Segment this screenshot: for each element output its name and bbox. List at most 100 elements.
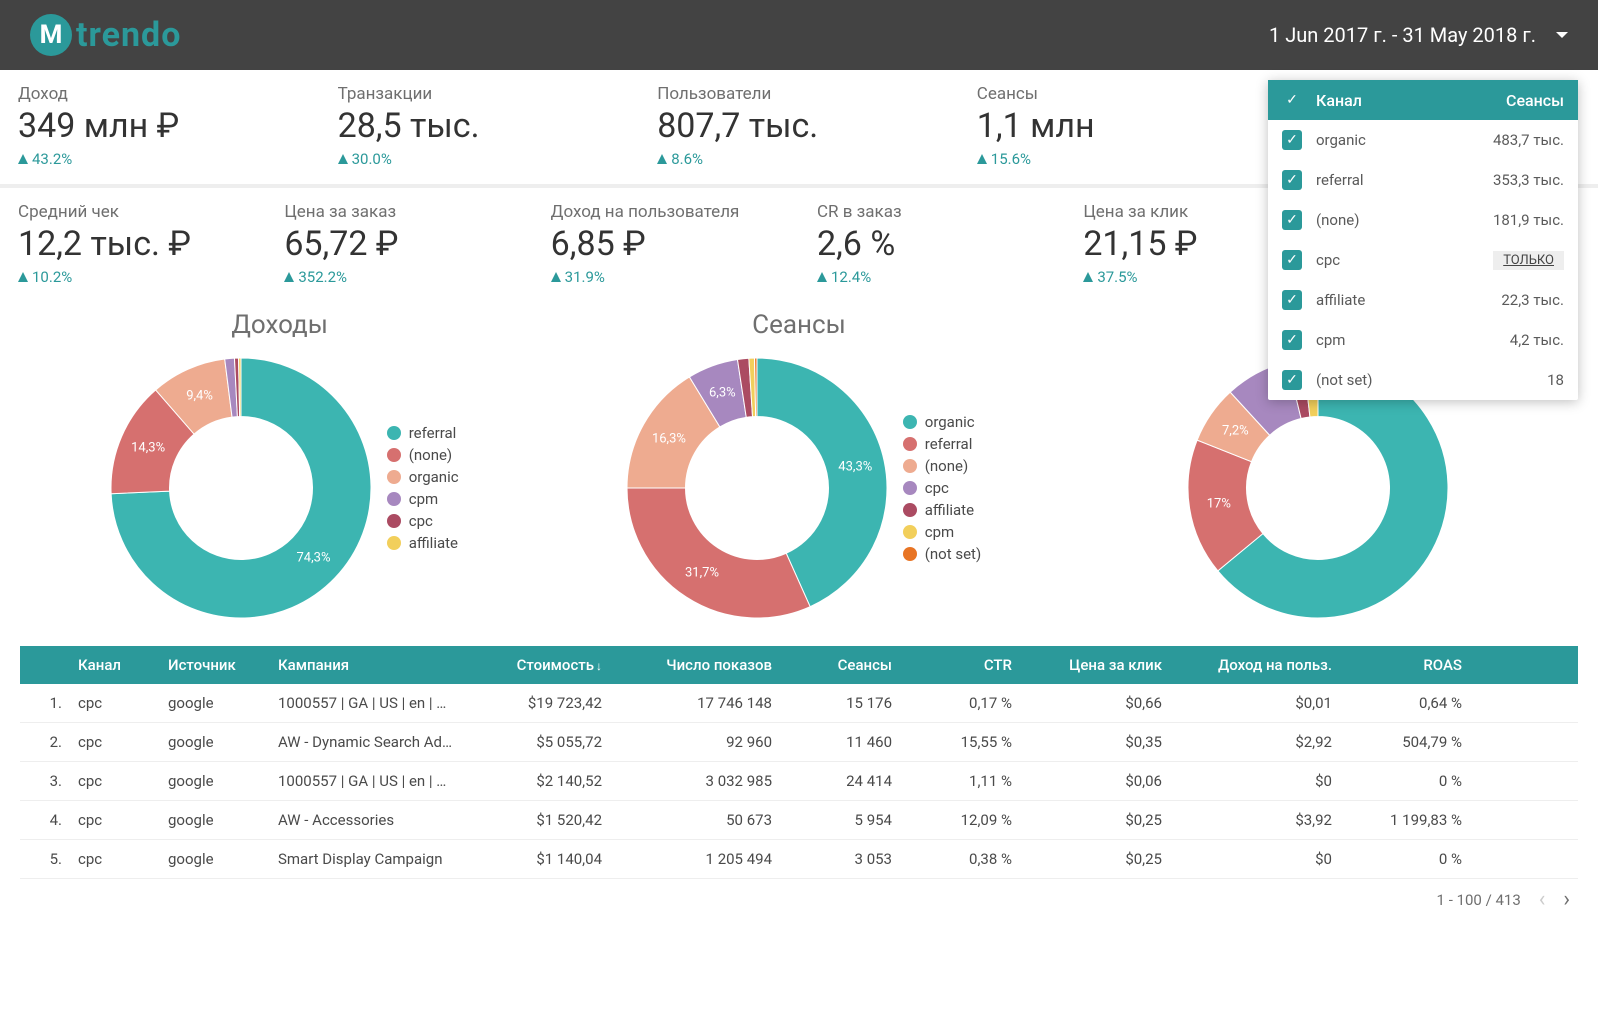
table-header-cell[interactable]: ROAS — [1340, 646, 1470, 684]
legend-item[interactable]: cpc — [903, 479, 981, 497]
table-row[interactable]: 4.cpcgoogleAW - Accessories$1 520,4250 6… — [20, 801, 1578, 840]
pager-range: 1 - 100 / 413 — [1437, 891, 1521, 909]
legend-item[interactable]: cpm — [387, 490, 459, 508]
kpi-change: 8.6% — [657, 150, 941, 168]
kpi-card[interactable]: Доход на пользователя 6,85 ₽ 31.9% — [533, 188, 799, 302]
legend-label: cpm — [925, 523, 954, 541]
table-header-cell[interactable]: Стоимость — [470, 646, 610, 684]
legend-swatch — [903, 437, 917, 451]
kpi-card[interactable]: Пользователи 807,7 тыс. 8.6% — [639, 70, 959, 184]
legend-item[interactable]: (none) — [903, 457, 981, 475]
kpi-card[interactable]: Транзакции 28,5 тыс. 30.0% — [320, 70, 640, 184]
table-row[interactable]: 5.cpcgoogleSmart Display Campaign$1 140,… — [20, 840, 1578, 879]
kpi-change: 43.2% — [18, 150, 302, 168]
chevron-down-icon — [1556, 32, 1568, 38]
filter-item[interactable]: ✓ (none) 181,9 тыс. — [1268, 200, 1578, 240]
legend-item[interactable]: cpc — [387, 512, 459, 530]
legend-item[interactable]: referral — [903, 435, 981, 453]
legend-swatch — [903, 459, 917, 473]
table-cell: cpc — [70, 684, 160, 722]
table-cell: $1 140,04 — [470, 840, 610, 878]
kpi-change: 31.9% — [551, 268, 781, 286]
kpi-change: 10.2% — [18, 268, 248, 286]
kpi-card[interactable]: Цена за заказ 65,72 ₽ 352.2% — [266, 188, 532, 302]
filter-item[interactable]: ✓ referral 353,3 тыс. — [1268, 160, 1578, 200]
filter-item[interactable]: ✓ cpc ТОЛЬКО — [1268, 240, 1578, 280]
filter-item-name: cpm — [1316, 331, 1345, 349]
pager-prev-button[interactable]: ‹ — [1539, 887, 1546, 912]
table-header-cell[interactable]: Число показов — [610, 646, 780, 684]
table-cell: 3. — [20, 762, 70, 800]
table-cell: google — [160, 723, 270, 761]
table-cell: Smart Display Campaign — [270, 840, 470, 878]
filter-item-value: 483,7 тыс. — [1493, 131, 1564, 149]
kpi-label: CR в заказ — [817, 202, 1047, 222]
table-cell: google — [160, 801, 270, 839]
filter-checkbox[interactable]: ✓ — [1282, 210, 1302, 230]
app-header: M trendo 1 Jun 2017 г. - 31 May 2018 г. — [0, 0, 1598, 70]
table-row[interactable]: 3.cpcgoogle1000557 | GA | US | en | …$2 … — [20, 762, 1578, 801]
legend-item[interactable]: (none) — [387, 446, 459, 464]
date-range-picker[interactable]: 1 Jun 2017 г. - 31 May 2018 г. — [1269, 23, 1568, 47]
table-cell: $0,66 — [1020, 684, 1170, 722]
legend-swatch — [387, 514, 401, 528]
kpi-card[interactable]: Сеансы 1,1 млн 15.6% — [959, 70, 1279, 184]
table-cell: $2 140,52 — [470, 762, 610, 800]
table-header-cell[interactable]: CTR — [900, 646, 1020, 684]
filter-checkbox[interactable]: ✓ — [1282, 170, 1302, 190]
filter-item-name: affiliate — [1316, 291, 1365, 309]
legend-item[interactable]: organic — [387, 468, 459, 486]
arrow-up-icon — [1083, 272, 1093, 282]
table-cell: $0,35 — [1020, 723, 1170, 761]
legend-item[interactable]: organic — [903, 413, 981, 431]
table-cell: 1,11 % — [900, 762, 1020, 800]
logo-text: trendo — [76, 15, 181, 55]
filter-checkbox[interactable]: ✓ — [1282, 130, 1302, 150]
legend-item[interactable]: referral — [387, 424, 459, 442]
table-header-cell[interactable]: Сеансы — [780, 646, 900, 684]
filter-item[interactable]: ✓ affiliate 22,3 тыс. — [1268, 280, 1578, 320]
kpi-card[interactable]: Средний чек 12,2 тыс. ₽ 10.2% — [0, 188, 266, 302]
filter-item-name: referral — [1316, 171, 1364, 189]
filter-checkbox[interactable]: ✓ — [1282, 370, 1302, 390]
table-header-cell[interactable]: Кампания — [270, 646, 470, 684]
legend-item[interactable]: (not set) — [903, 545, 981, 563]
table-cell: 3 032 985 — [610, 762, 780, 800]
table-header-cell[interactable] — [20, 646, 70, 684]
table-cell: 0 % — [1340, 840, 1470, 878]
donut-chart[interactable]: 43,3%31,7%16,3%6,3% — [617, 348, 897, 628]
filter-item-value: 353,3 тыс. — [1493, 171, 1564, 189]
filter-item[interactable]: ✓ (not set) 18 — [1268, 360, 1578, 400]
table-header-cell[interactable]: Доход на польз. — [1170, 646, 1340, 684]
kpi-card[interactable]: CR в заказ 2,6 % 12.4% — [799, 188, 1065, 302]
legend-swatch — [903, 525, 917, 539]
filter-checkbox[interactable]: ✓ — [1282, 330, 1302, 350]
kpi-label: Цена за заказ — [284, 202, 514, 222]
table-row[interactable]: 2.cpcgoogleAW - Dynamic Search Ad…$5 055… — [20, 723, 1578, 762]
table-header-cell[interactable]: Канал — [70, 646, 160, 684]
arrow-up-icon — [551, 272, 561, 282]
filter-item-name: (none) — [1316, 211, 1359, 229]
donut-chart[interactable]: 74,3%14,3%9,4% — [101, 348, 381, 628]
table-cell: 24 414 — [780, 762, 900, 800]
kpi-label: Доход — [18, 84, 302, 104]
table-row[interactable]: 1.cpcgoogle1000557 | GA | US | en | …$19… — [20, 684, 1578, 723]
pager-next-button[interactable]: › — [1563, 887, 1570, 912]
chart-title: Доходы — [20, 310, 539, 340]
legend-item[interactable]: affiliate — [903, 501, 981, 519]
legend-item[interactable]: affiliate — [387, 534, 459, 552]
filter-only-button[interactable]: ТОЛЬКО — [1493, 251, 1564, 270]
legend-item[interactable]: cpm — [903, 523, 981, 541]
kpi-value: 28,5 тыс. — [338, 106, 622, 146]
filter-checkbox[interactable]: ✓ — [1282, 250, 1302, 270]
filter-item[interactable]: ✓ cpm 4,2 тыс. — [1268, 320, 1578, 360]
table-header-cell[interactable]: Источник — [160, 646, 270, 684]
table-header-cell[interactable]: Цена за клик — [1020, 646, 1170, 684]
chart-legend: organic referral (none) cpc affiliate cpm (not… — [903, 409, 981, 567]
filter-item[interactable]: ✓ organic 483,7 тыс. — [1268, 120, 1578, 160]
filter-select-all-checkbox[interactable]: ✓ — [1282, 90, 1302, 110]
filter-checkbox[interactable]: ✓ — [1282, 290, 1302, 310]
table-cell: 0,38 % — [900, 840, 1020, 878]
kpi-card[interactable]: Доход 349 млн ₽ 43.2% — [0, 70, 320, 184]
kpi-change: 30.0% — [338, 150, 622, 168]
